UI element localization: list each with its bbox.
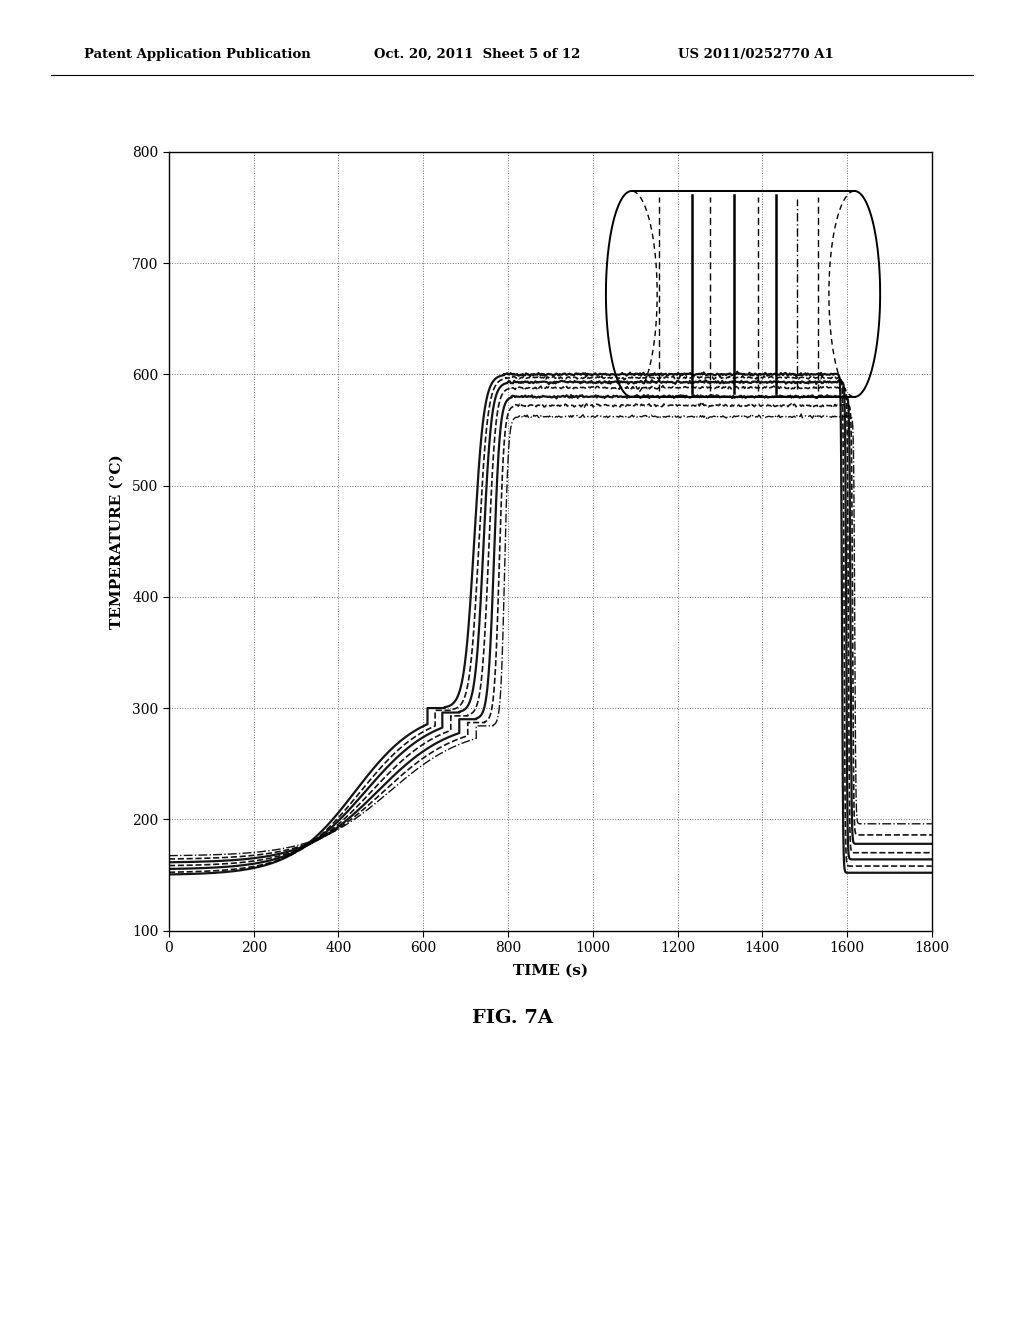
Y-axis label: TEMPERATURE (°C): TEMPERATURE (°C) (110, 454, 124, 628)
Text: Patent Application Publication: Patent Application Publication (84, 48, 310, 61)
Text: FIG. 7A: FIG. 7A (471, 1008, 553, 1027)
Text: Oct. 20, 2011  Sheet 5 of 12: Oct. 20, 2011 Sheet 5 of 12 (374, 48, 581, 61)
Text: US 2011/0252770 A1: US 2011/0252770 A1 (678, 48, 834, 61)
X-axis label: TIME (s): TIME (s) (513, 964, 588, 977)
